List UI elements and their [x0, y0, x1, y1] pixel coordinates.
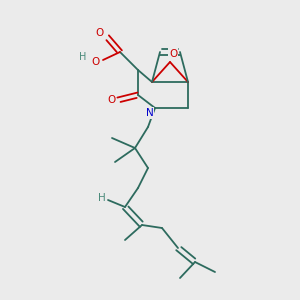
Text: O: O — [169, 49, 177, 59]
Text: H: H — [79, 52, 87, 62]
Text: H: H — [98, 193, 106, 203]
Text: O: O — [107, 95, 115, 105]
Text: O: O — [95, 28, 103, 38]
Text: N: N — [146, 108, 154, 118]
Text: O: O — [91, 57, 99, 67]
